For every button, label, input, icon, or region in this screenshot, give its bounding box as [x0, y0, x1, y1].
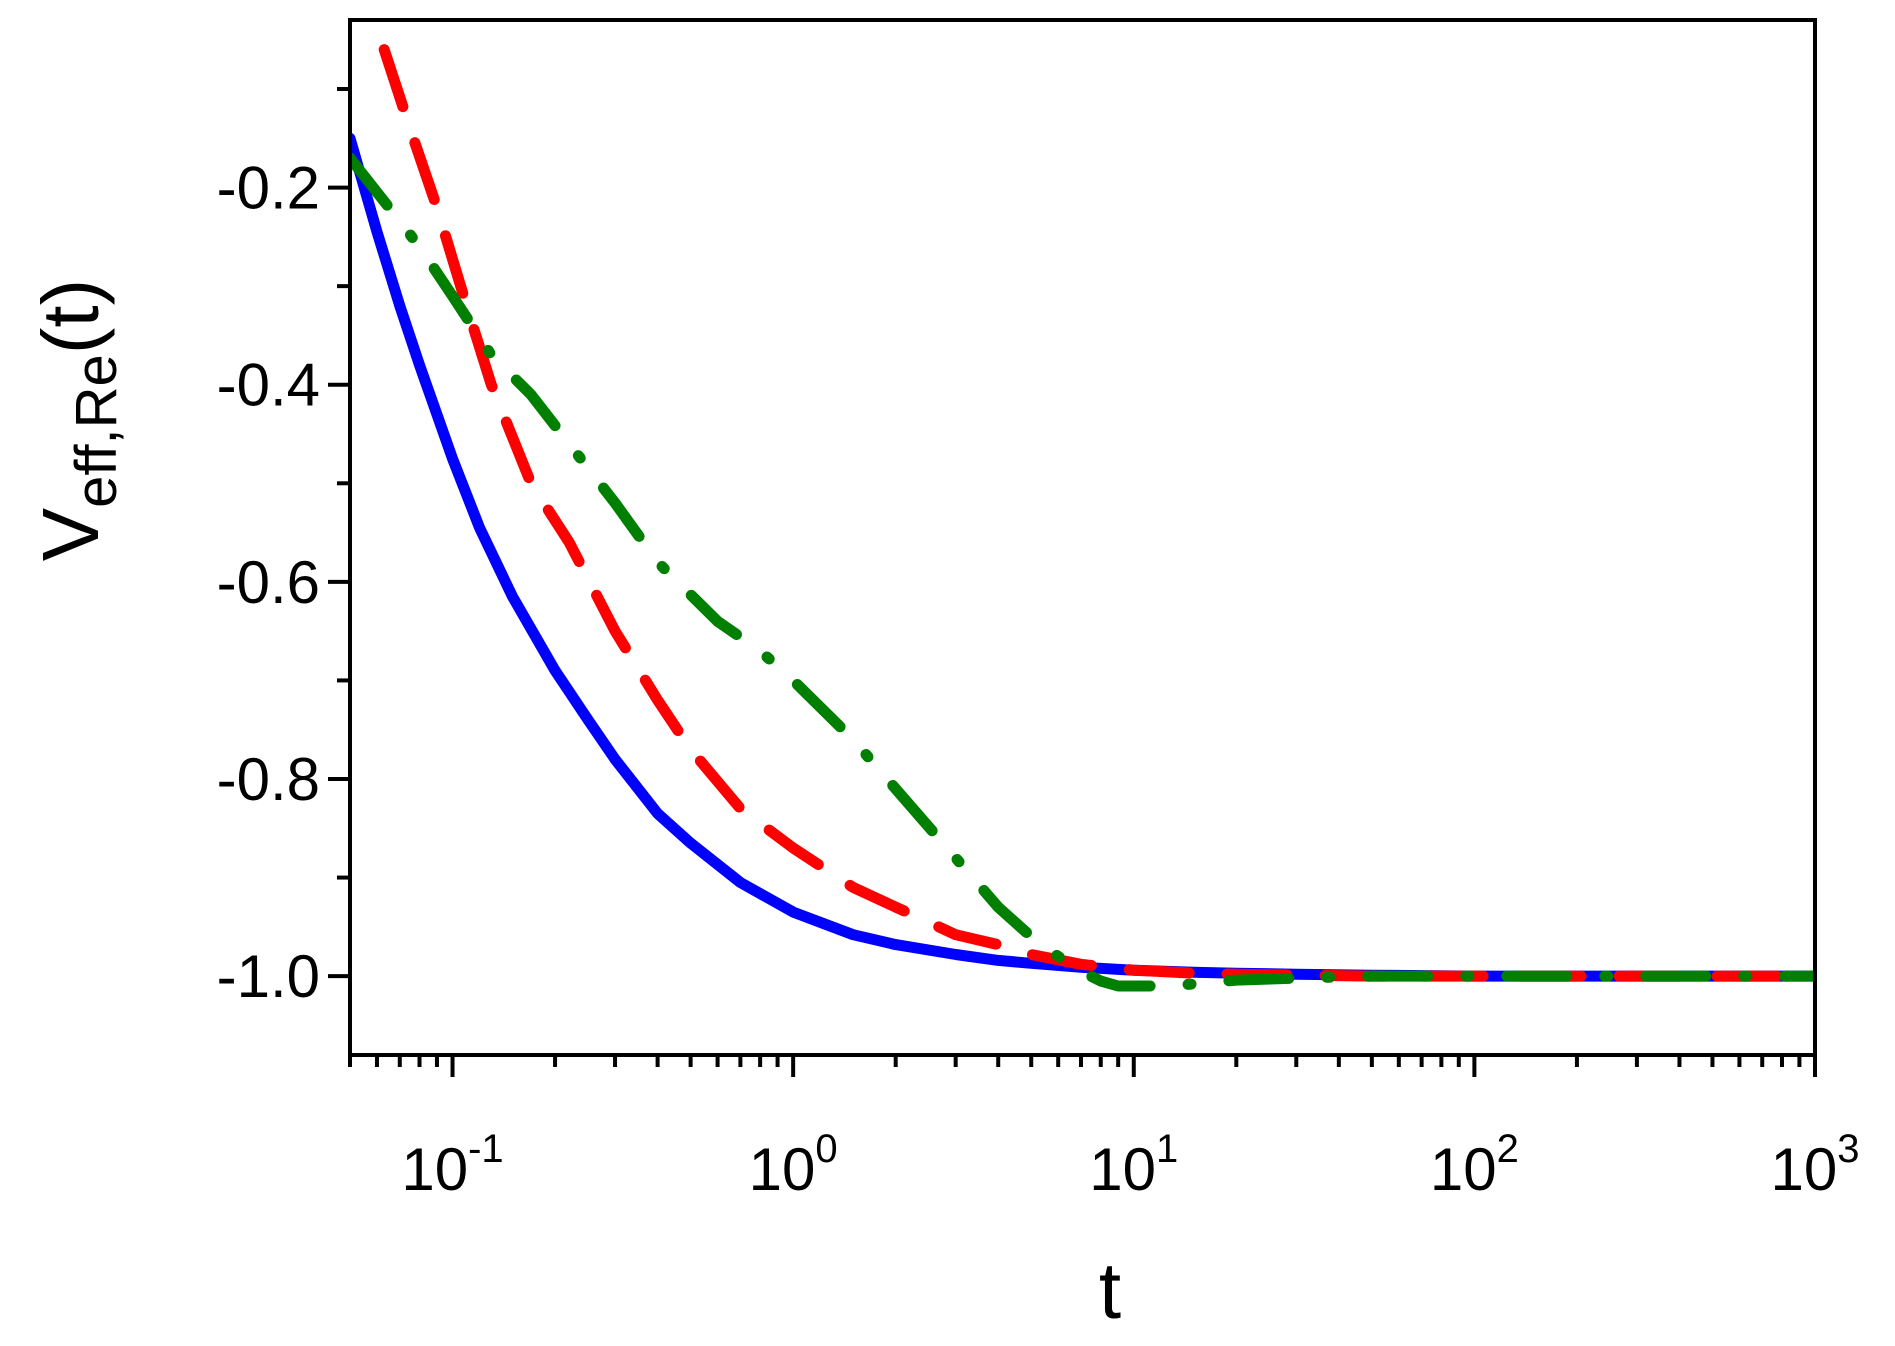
x-tick-label-exponent: 1	[1156, 1127, 1178, 1171]
series-line-2	[378, 44, 1815, 982]
x-axis-title: t	[1099, 1246, 1121, 1335]
x-tick-label-exponent: 0	[815, 1127, 837, 1171]
y-axis-title-main: V	[26, 507, 115, 561]
x-tick-label-exponent: -1	[468, 1127, 504, 1171]
y-tick-label: -0.2	[217, 155, 320, 222]
x-axis-tick-labels: 10-1 100 101 102 103	[401, 1127, 1859, 1203]
x-tick-label-base: 10	[1089, 1136, 1156, 1203]
x-tick-label-exponent: 3	[1837, 1127, 1859, 1171]
y-axis-ticks	[328, 87, 350, 979]
y-axis-tick-labels: -0.2 -0.4 -0.6 -0.8 -1.0	[217, 155, 320, 1011]
y-axis-title-subscript: eff,Re	[64, 354, 129, 508]
x-tick-label-base: 10	[1771, 1136, 1838, 1203]
y-tick-label: -0.6	[217, 549, 320, 616]
x-tick-label-base: 10	[749, 1136, 816, 1203]
y-axis-title: Veff,Re(t)	[26, 279, 129, 562]
x-tick-label-exponent: 2	[1497, 1127, 1519, 1171]
y-tick-label: -1.0	[217, 943, 320, 1010]
x-tick-label: 101	[1089, 1127, 1178, 1203]
x-axis-ticks	[348, 1055, 1817, 1077]
x-tick-label: 10-1	[401, 1127, 503, 1203]
x-tick-label: 100	[749, 1127, 838, 1203]
y-tick-label: -0.4	[217, 352, 320, 419]
series-layer	[350, 44, 1815, 992]
series-line-1	[350, 132, 1815, 982]
x-tick-label: 103	[1771, 1127, 1860, 1203]
x-tick-label-base: 10	[401, 1136, 468, 1203]
series-line-3	[350, 152, 1815, 992]
y-tick-label: -0.8	[217, 746, 320, 813]
x-tick-label-base: 10	[1430, 1136, 1497, 1203]
x-tick-label: 102	[1430, 1127, 1519, 1203]
y-axis-title-suffix: (t)	[26, 279, 115, 355]
